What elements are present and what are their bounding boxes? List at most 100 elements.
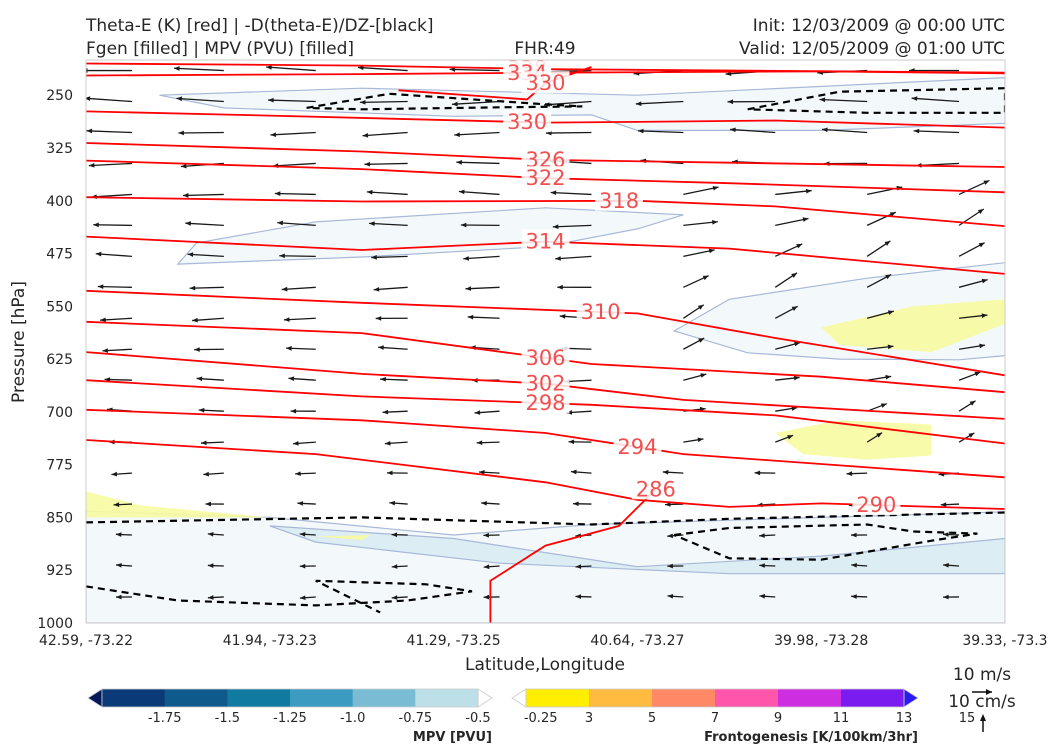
wind-vector-71 xyxy=(189,285,224,291)
wind-vector-2 xyxy=(266,65,316,72)
wind-vector-99 xyxy=(958,343,986,350)
wind-vector-26 xyxy=(637,128,684,134)
y-tick-550: 550 xyxy=(46,299,73,315)
x-tick-5: 39.33, -73.3 xyxy=(962,633,1047,649)
wind-vector-65 xyxy=(555,255,592,261)
wind-vector-169 xyxy=(943,562,960,568)
theta-e-label-11: 298 xyxy=(525,391,565,415)
y-tick-850: 850 xyxy=(46,510,73,526)
wind-vector-121 xyxy=(200,440,224,446)
fgen-region-3 xyxy=(315,535,371,540)
wind-vector-149 xyxy=(940,502,960,507)
mpv-colorbar: -1.75 -1.5 -1.25 -1.0 -0.75 -0.5 -0.25 xyxy=(87,688,557,726)
wind-vector-166 xyxy=(667,563,684,569)
theta-e-label-12: 294 xyxy=(617,435,657,459)
wind-vector-18 xyxy=(819,97,868,103)
colorbar-seg-2 xyxy=(164,689,228,707)
colorbar-seg-2 xyxy=(589,689,653,707)
wind-vector-47 xyxy=(775,188,812,196)
colorbar-seg-4 xyxy=(290,689,354,707)
x-tick-2: 41.29, -73.25 xyxy=(407,633,501,649)
wind-vector-129 xyxy=(958,432,975,443)
wind-vector-107 xyxy=(775,375,800,381)
wind-vector-4 xyxy=(449,67,500,72)
init-time: Init: 12/03/2009 @ 00:00 UTC xyxy=(753,16,1005,36)
wind-vector-83 xyxy=(375,316,408,321)
wind-vector-172 xyxy=(299,595,316,601)
wind-vector-63 xyxy=(371,255,408,260)
wind-vector-106 xyxy=(683,373,707,381)
wind-vector-136 xyxy=(662,469,684,475)
wind-vector-153 xyxy=(391,532,408,538)
wind-vector-3 xyxy=(357,65,408,72)
colorbar-seg-4 xyxy=(715,689,779,707)
wind-vector-135 xyxy=(570,469,592,475)
wind-vector-51 xyxy=(185,221,224,227)
wind-vector-150 xyxy=(115,532,132,537)
wind-vector-98 xyxy=(867,344,894,350)
wind-vector-13 xyxy=(359,99,408,105)
wind-vector-66 xyxy=(683,248,715,257)
wind-vector-138 xyxy=(846,471,868,476)
colorbar-seg-0 xyxy=(511,688,527,708)
theta-e-contour-12 xyxy=(86,408,1005,479)
wind-vector-57 xyxy=(775,217,809,227)
wind-vector-60 xyxy=(95,251,132,257)
theta-e-label-3: 330 xyxy=(507,110,547,134)
wind-vector-90 xyxy=(102,348,132,353)
wind-vector-173 xyxy=(391,595,408,600)
wind-vector-102 xyxy=(288,376,316,382)
wind-vector-88 xyxy=(866,310,895,319)
wind-vector-162 xyxy=(299,563,316,569)
wind-vector-62 xyxy=(279,253,316,259)
wind-ref-vertical-arrowhead xyxy=(980,714,986,721)
wind-vector-17 xyxy=(727,99,776,105)
wind-vector-89 xyxy=(958,313,988,319)
y-axis-label: Pressure [hPa] xyxy=(9,281,29,403)
colorbar-tick-9: 9 xyxy=(774,711,782,726)
theta-e-contours: 3383343303303263223183143103063022982942… xyxy=(86,60,1005,623)
wind-vector-34 xyxy=(456,160,500,165)
wind-vector-128 xyxy=(866,432,883,443)
mpv-region-4 xyxy=(269,525,1005,575)
wind-vector-112 xyxy=(290,408,316,414)
wind-vector-49 xyxy=(958,179,990,196)
colorbar-seg-5 xyxy=(352,689,416,707)
colorbar-tick--1.5: -1.5 xyxy=(215,711,240,726)
wind-vector-42 xyxy=(274,191,316,196)
y-tick-475: 475 xyxy=(46,247,73,263)
wind-vector-19 xyxy=(911,96,960,103)
wind-vector-143 xyxy=(389,500,408,506)
wind-vector-73 xyxy=(373,286,408,292)
wind-vector-61 xyxy=(187,252,224,257)
frontogenesis-colorbar-title: Frontogenesis [K/100km/3hr] xyxy=(704,730,918,745)
theta-e-label-13: 290 xyxy=(856,493,896,517)
wind-vector-111 xyxy=(198,407,224,413)
wind-vector-165 xyxy=(575,564,592,569)
valid-time: Valid: 12/05/2009 @ 01:00 UTC xyxy=(739,39,1005,59)
fgen-region-1 xyxy=(821,299,1005,353)
wind-vector-163 xyxy=(391,564,408,569)
wind-vector-167 xyxy=(759,563,776,568)
theta-e-label-9: 306 xyxy=(525,346,565,370)
wind-vector-11 xyxy=(176,96,224,103)
wind-vector-170 xyxy=(115,594,132,600)
wind-vector-131 xyxy=(203,471,224,477)
wind-vector-127 xyxy=(775,434,794,443)
wind-vector-50 xyxy=(93,222,132,228)
title-line-2: Fgen [filled] | MPV (PVU) [filled] xyxy=(86,39,354,59)
y-tick-400: 400 xyxy=(46,194,73,210)
colorbar-tick--1.0: -1.0 xyxy=(340,711,365,726)
wind-vector-158 xyxy=(850,532,868,538)
wind-vector-175 xyxy=(575,594,592,599)
theta-e-contour-8 xyxy=(86,289,1005,377)
wind-vector-141 xyxy=(205,501,224,507)
y-tick-925: 925 xyxy=(46,563,73,579)
wind-vector-87 xyxy=(774,305,798,319)
colorbar-seg-1 xyxy=(526,689,590,707)
colorbar-tick-15: 15 xyxy=(959,711,976,726)
theta-e-label-5: 322 xyxy=(525,166,565,190)
stability-contour-0 xyxy=(306,92,583,111)
wind-vector-30 xyxy=(88,162,132,168)
y-axis-ticks: 250 325 400 475 550 625 700 775 850 925 1000 xyxy=(37,88,73,632)
